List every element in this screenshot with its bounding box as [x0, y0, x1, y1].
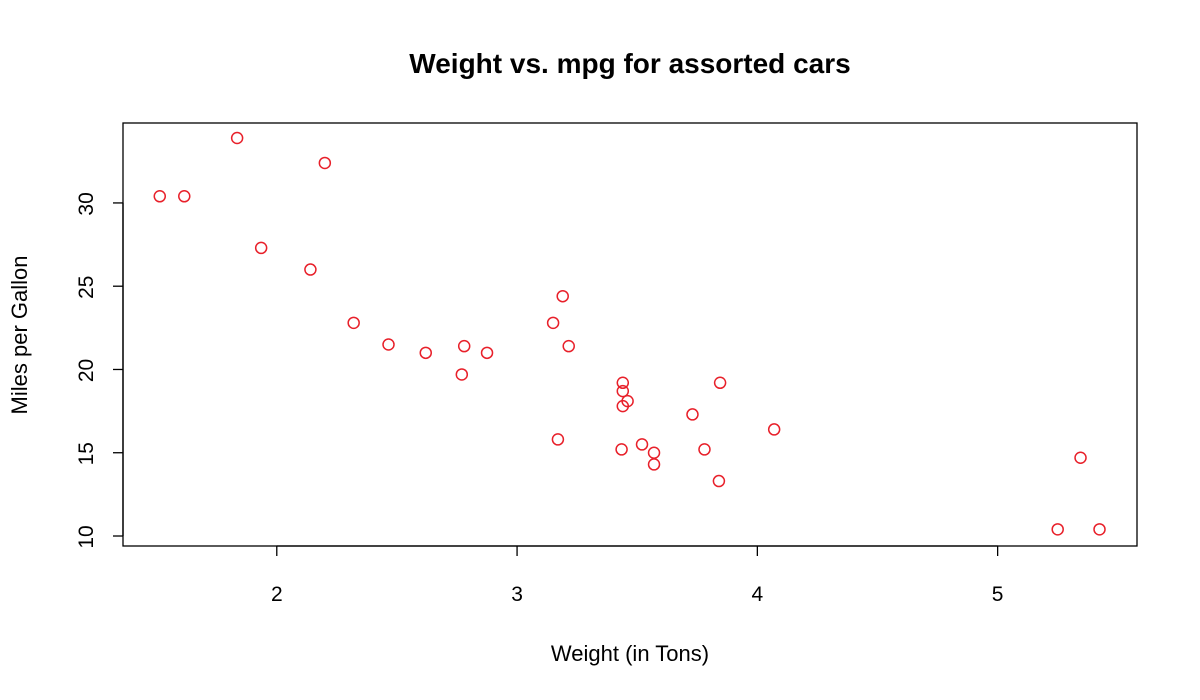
data-points: [153, 131, 1106, 536]
data-point: [1074, 451, 1087, 464]
data-point: [304, 263, 317, 276]
y-tick-label: 15: [75, 442, 98, 465]
data-point: [616, 399, 630, 413]
data-point: [546, 316, 560, 330]
data-point: [647, 458, 661, 471]
data-point: [647, 446, 661, 459]
data-point: [556, 289, 569, 303]
data-point: [713, 376, 727, 390]
data-point: [457, 339, 471, 353]
data-point: [616, 376, 630, 390]
y-tick-label: 20: [75, 359, 98, 382]
data-point: [153, 190, 167, 203]
data-point: [480, 346, 494, 360]
data-point: [382, 338, 395, 351]
x-tick-label: 5: [992, 583, 1004, 606]
data-point: [686, 408, 699, 421]
y-axis-label: Miles per Gallon: [7, 256, 32, 415]
data-point: [347, 316, 360, 330]
data-point: [562, 339, 575, 353]
chart-title: Weight vs. mpg for assorted cars: [409, 48, 850, 79]
x-tick-label: 4: [752, 583, 764, 606]
y-tick-label: 30: [75, 192, 98, 215]
y-tick-label: 10: [75, 525, 98, 548]
x-tick-label: 2: [271, 583, 283, 606]
y-axis-ticks: 10 15 20 25 30: [75, 192, 123, 549]
y-tick-label: 25: [75, 276, 98, 299]
data-point: [254, 241, 268, 255]
data-point: [767, 423, 781, 436]
data-point: [615, 443, 628, 456]
x-axis-ticks: 2 3 4 5: [271, 546, 1004, 606]
x-tick-label: 3: [511, 583, 523, 606]
data-point: [712, 474, 726, 488]
data-point: [635, 438, 649, 451]
data-point: [230, 131, 244, 145]
data-point: [178, 190, 191, 203]
data-point: [551, 433, 565, 446]
x-axis-label: Weight (in Tons): [551, 641, 709, 666]
data-point: [455, 368, 469, 381]
data-point: [318, 156, 332, 170]
data-point: [1051, 523, 1064, 536]
plot-frame: [122, 122, 1138, 547]
data-point: [419, 346, 433, 360]
data-point: [1093, 523, 1106, 536]
data-point: [616, 384, 630, 398]
data-point: [698, 443, 711, 456]
